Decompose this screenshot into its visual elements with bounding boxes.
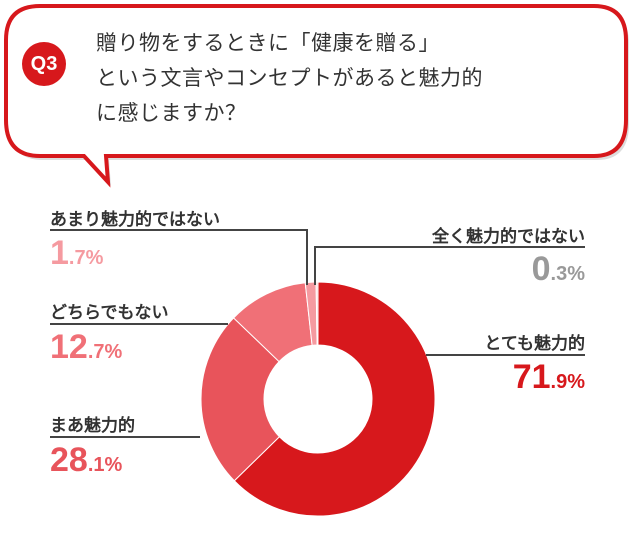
- leader-line: [50, 229, 308, 285]
- speech-bubble: [3, 4, 629, 188]
- value-label: 12.7%: [50, 328, 123, 366]
- question-line: に感じますか？: [96, 101, 247, 125]
- value-label: 28.1%: [50, 441, 123, 479]
- label-category: どちらでもない: [50, 303, 169, 323]
- label-category: まあ魅力的: [50, 416, 135, 436]
- label-category: あまり魅力的ではない: [50, 210, 220, 230]
- leader-line: [314, 246, 585, 285]
- question-text: 贈り物をするときに「健康を贈る」 という文言やコンセプトがあると魅力的 に感じま…: [96, 26, 483, 131]
- question-badge: Q3: [22, 42, 66, 86]
- value-label: 0.3%: [531, 250, 585, 288]
- donut-slice: [233, 281, 436, 517]
- donut-slice: [315, 281, 319, 346]
- question-line: という文言やコンセプトがあると魅力的: [96, 66, 483, 90]
- label-category: 全く魅力的ではない: [432, 227, 585, 247]
- label-category: とても魅力的: [484, 334, 585, 354]
- question-line: 贈り物をするときに「健康を贈る」: [96, 31, 440, 55]
- value-label: 1.7%: [50, 234, 104, 272]
- value-label: 71.9%: [512, 358, 585, 396]
